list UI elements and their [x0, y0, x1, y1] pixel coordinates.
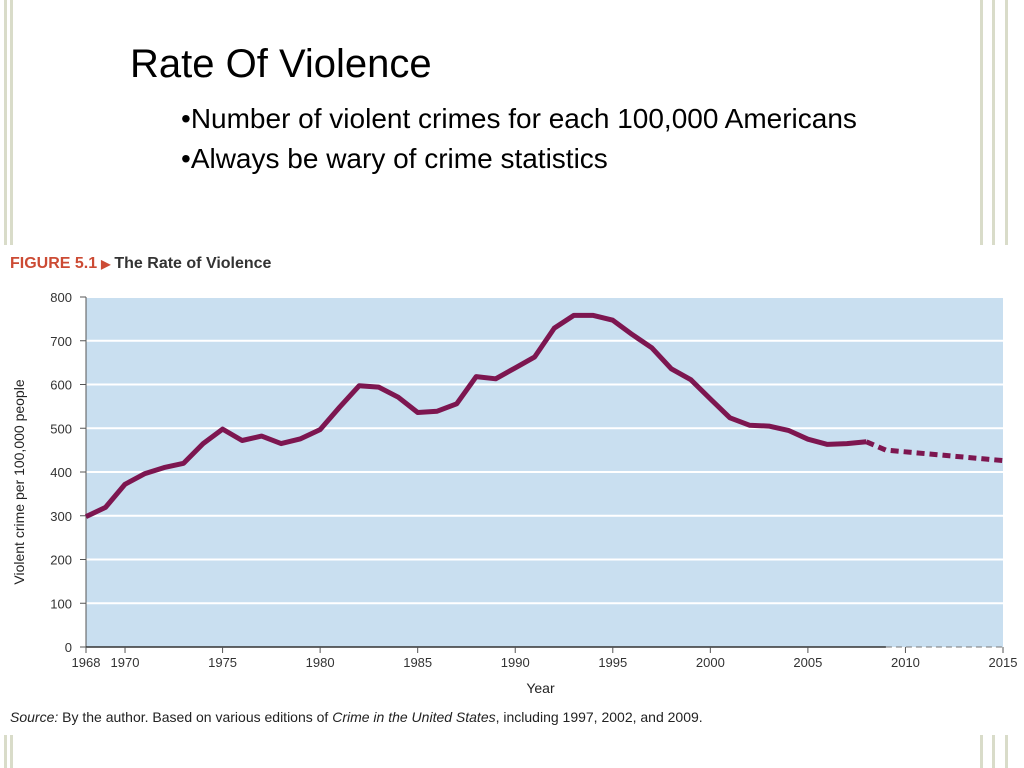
- x-tick-label: 1990: [501, 655, 530, 670]
- source-title: Crime in the United States: [332, 709, 496, 725]
- y-tick-label: 200: [50, 553, 72, 568]
- figure-title: The Rate of Violence: [114, 255, 272, 272]
- x-tick-label: 2015: [989, 655, 1018, 670]
- y-tick-label: 700: [50, 334, 72, 349]
- x-tick-label: 1975: [208, 655, 237, 670]
- gridlines: [86, 296, 1003, 605]
- y-axis-ticks: 0 100 200 300 400 500 600 700 800: [50, 290, 86, 655]
- x-tick-label: 1980: [306, 655, 335, 670]
- bullet-item: Always be wary of crime statistics: [181, 139, 881, 179]
- source-note: Source: By the author. Based on various …: [10, 709, 703, 725]
- y-tick-label: 400: [50, 465, 72, 480]
- y-tick-label: 500: [50, 421, 72, 436]
- series-line-projected: [865, 439, 1004, 464]
- y-axis-label: Violent crime per 100,000 people: [11, 379, 27, 584]
- x-axis-ticks: 1968 1970 1975 1980 1985 1990 1995 2000 2005 2010…: [72, 647, 1018, 670]
- triangle-right-icon: ▶: [101, 257, 111, 271]
- source-text-end: , including 1997, 2002, and 2009.: [495, 709, 703, 725]
- series-line: [84, 312, 867, 519]
- series: [84, 312, 1004, 519]
- y-tick-label: 800: [50, 290, 72, 305]
- source-text: By the author. Based on various editions…: [62, 709, 329, 725]
- x-tick-label: 1995: [598, 655, 627, 670]
- x-tick-label: 2010: [891, 655, 920, 670]
- figure-number: FIGURE 5.1: [10, 255, 98, 272]
- y-tick-label: 0: [65, 640, 72, 655]
- y-tick-label: 100: [50, 596, 72, 611]
- x-tick-label: 1970: [111, 655, 140, 670]
- x-tick-label: 1968: [72, 655, 101, 670]
- figure-panel: FIGURE 5.1 ▶ The Rate of Violence 0 100 200 3…: [0, 245, 1024, 735]
- source-label: Source:: [10, 709, 59, 725]
- x-axis-label: Year: [526, 680, 555, 696]
- x-tick-label: 2005: [793, 655, 822, 670]
- x-tick-label: 2000: [696, 655, 725, 670]
- bullet-item: Number of violent crimes for each 100,00…: [181, 99, 881, 139]
- figure-label: FIGURE 5.1 ▶ The Rate of Violence: [10, 255, 271, 273]
- y-tick-label: 600: [50, 378, 72, 393]
- x-tick-label: 1985: [403, 655, 432, 670]
- bullet-list: Number of violent crimes for each 100,00…: [181, 99, 881, 179]
- y-tick-label: 300: [50, 509, 72, 524]
- slide-title: Rate Of Violence: [130, 42, 432, 86]
